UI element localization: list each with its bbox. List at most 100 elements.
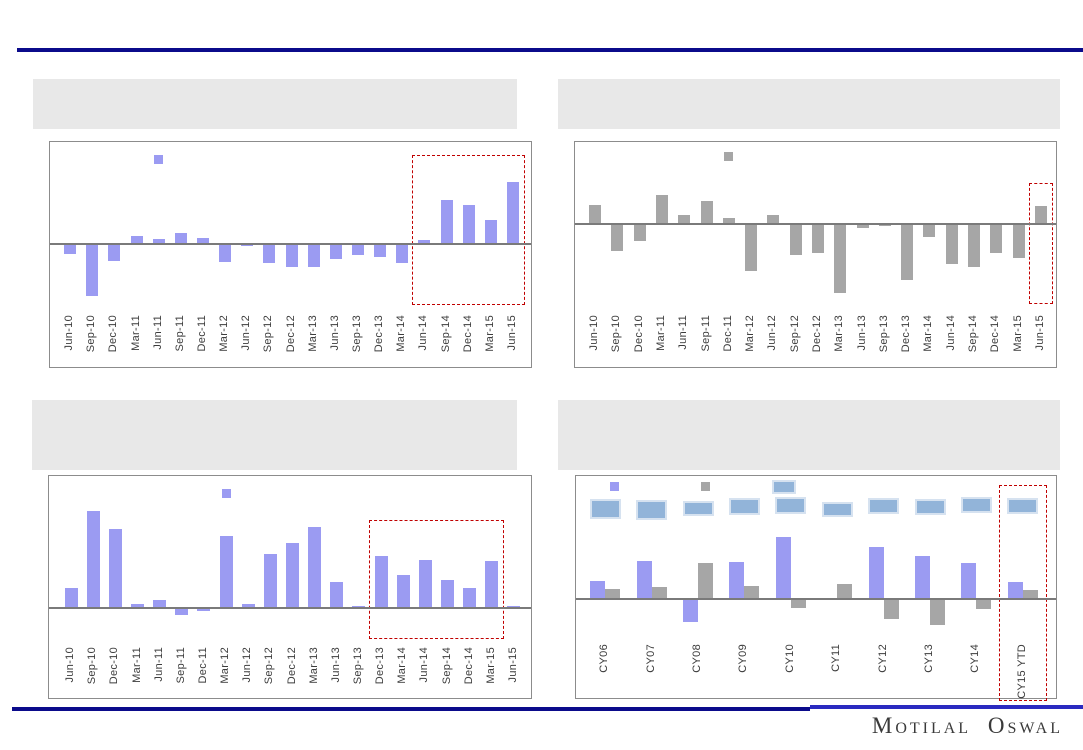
bar bbox=[656, 195, 668, 223]
bar bbox=[86, 244, 99, 296]
chart-bottom-right: CY06 CY07 CY08 CY09 CY10 CY11 CY12 CY13 CY14 CY15… bbox=[575, 475, 1057, 701]
x-axis-label: CY08 bbox=[691, 644, 703, 673]
bar bbox=[1034, 206, 1047, 223]
band-bar bbox=[682, 501, 714, 516]
bar bbox=[440, 200, 453, 243]
bar bbox=[108, 244, 121, 261]
highlight-box bbox=[369, 520, 504, 639]
outlier-marker bbox=[221, 488, 231, 498]
x-axis-label: Dec-12 bbox=[285, 647, 298, 685]
bar bbox=[108, 529, 122, 607]
bar bbox=[700, 201, 713, 223]
x-axis-label: Sep-10 bbox=[610, 315, 623, 353]
outlier-marker bbox=[154, 154, 164, 164]
x-axis-label: Sep-10 bbox=[85, 315, 98, 353]
bar bbox=[219, 536, 233, 607]
bar bbox=[131, 604, 144, 607]
bar bbox=[396, 575, 410, 607]
x-axis-label: Jun-12 bbox=[766, 315, 779, 351]
bar bbox=[722, 218, 735, 223]
chart-title-bar-top-left bbox=[33, 79, 517, 129]
bar bbox=[396, 244, 409, 263]
bar bbox=[506, 182, 519, 243]
bar-series-2 bbox=[883, 599, 899, 619]
x-axis-label: Jun-14 bbox=[418, 647, 431, 683]
band-bar bbox=[589, 499, 621, 519]
x-axis-label: Dec-13 bbox=[900, 315, 913, 353]
x-axis-label: Sep-13 bbox=[351, 647, 364, 685]
bar bbox=[219, 244, 232, 262]
bar bbox=[463, 588, 477, 607]
bar-series-2 bbox=[698, 563, 713, 598]
x-axis-label: Jun-10 bbox=[588, 315, 601, 351]
chart-title-bar-top-right bbox=[558, 79, 1060, 129]
x-axis-label: Mar-13 bbox=[833, 315, 846, 352]
x-axis-label: Jun-11 bbox=[151, 315, 164, 350]
bar-series-2 bbox=[976, 599, 992, 609]
bar bbox=[484, 220, 497, 243]
x-axis-label: Jun-15 bbox=[505, 315, 518, 351]
bar bbox=[285, 244, 298, 267]
bar bbox=[901, 224, 914, 280]
x-axis-label: Mar-11 bbox=[655, 315, 667, 351]
x-axis-label: Jun-11 bbox=[152, 647, 165, 682]
x-axis-label: Sep-11 bbox=[174, 647, 187, 684]
footer-rule bbox=[12, 707, 810, 711]
x-axis-label: CY14 bbox=[969, 644, 982, 673]
bar bbox=[589, 205, 602, 223]
x-axis-label: CY10 bbox=[783, 644, 796, 673]
chart-title-bar-bottom-right bbox=[558, 400, 1060, 470]
x-axis-label: Dec-14 bbox=[462, 647, 475, 685]
bar bbox=[174, 233, 187, 243]
bar bbox=[1012, 224, 1025, 258]
x-axis-label: Sep-14 bbox=[439, 315, 452, 353]
footer-rule-accent bbox=[810, 705, 1083, 709]
chart-bottom-left: Jun-10 Sep-10 Dec-10 Mar-11 Jun-11 Sep-11 Dec-… bbox=[48, 475, 532, 699]
bar bbox=[968, 224, 980, 267]
bar-series-1 bbox=[636, 561, 652, 598]
bar-series-1 bbox=[1007, 582, 1023, 598]
bar bbox=[308, 527, 322, 607]
outlier-marker bbox=[609, 481, 619, 491]
x-axis-label: Mar-11 bbox=[130, 647, 143, 683]
brand-logotype: Motilal Oswal bbox=[871, 713, 1063, 738]
x-axis-label: Sep-10 bbox=[86, 647, 99, 685]
x-axis-label: Dec-11 bbox=[196, 647, 209, 684]
bar bbox=[152, 239, 165, 243]
bar bbox=[241, 604, 255, 607]
x-axis-label: CY11 bbox=[830, 644, 843, 672]
bar-series-2 bbox=[790, 599, 806, 608]
x-axis-label: Mar-12 bbox=[219, 647, 232, 684]
x-axis-label: Sep-12 bbox=[788, 315, 801, 353]
x-axis-label: Jun-14 bbox=[944, 315, 957, 351]
bar bbox=[812, 224, 824, 253]
bar bbox=[923, 224, 936, 237]
bar bbox=[767, 215, 780, 223]
band-bar bbox=[868, 498, 900, 514]
x-axis-label: Dec-13 bbox=[374, 647, 387, 685]
x-axis-label: Sep-11 bbox=[173, 315, 186, 352]
x-axis-label: Sep-13 bbox=[350, 315, 363, 353]
x-axis-label: Dec-11 bbox=[195, 315, 208, 352]
x-axis-label: Mar-15 bbox=[1011, 315, 1024, 352]
bar bbox=[64, 588, 78, 607]
x-axis-label: Jun-12 bbox=[241, 647, 254, 683]
bar bbox=[352, 606, 366, 607]
bar bbox=[633, 224, 646, 241]
x-axis-label: Mar-14 bbox=[396, 647, 409, 684]
bar bbox=[611, 224, 624, 251]
chart-title-bar-bottom-left bbox=[32, 400, 517, 470]
chart-top-right: Jun-10 Sep-10 Dec-10 Mar-11 Jun-11 Sep-11 Dec-… bbox=[574, 141, 1057, 368]
bar bbox=[130, 236, 143, 243]
bar bbox=[374, 556, 388, 607]
x-axis-label: Jun-10 bbox=[63, 315, 76, 351]
band-bar bbox=[960, 497, 992, 513]
bar bbox=[418, 240, 431, 243]
bar bbox=[418, 560, 432, 607]
x-axis-label: CY07 bbox=[644, 644, 657, 673]
bar bbox=[197, 608, 211, 611]
x-axis-label: Mar-13 bbox=[307, 647, 320, 684]
x-axis-label: Sep-14 bbox=[440, 647, 453, 685]
x-axis-label: Jun-13 bbox=[855, 315, 868, 351]
highlight-box bbox=[998, 485, 1047, 701]
